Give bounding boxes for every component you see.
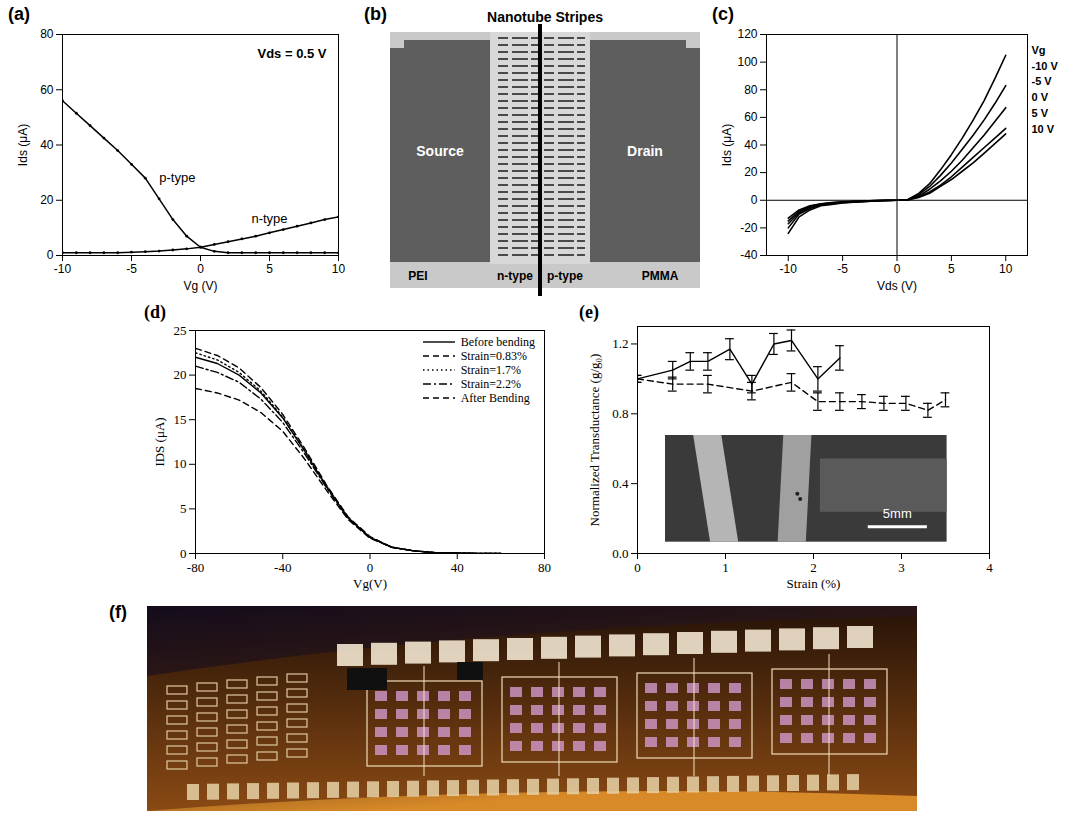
svg-text:0: 0	[634, 560, 641, 575]
svg-text:1: 1	[722, 560, 729, 575]
svg-text:0: 0	[180, 546, 187, 561]
svg-text:0: 0	[751, 193, 758, 207]
svg-text:Drain: Drain	[627, 143, 663, 159]
svg-text:0.4: 0.4	[612, 476, 629, 491]
svg-text:40: 40	[744, 138, 758, 152]
html-text:Strain=0.83%: Strain=0.83%	[460, 349, 528, 363]
svg-text:-20: -20	[740, 221, 758, 235]
svg-text:0 V: 0 V	[1032, 91, 1049, 103]
svg-text:-10: -10	[54, 262, 72, 276]
html-text:After Bending: After Bending	[460, 391, 530, 405]
svg-text:4: 4	[986, 560, 993, 575]
svg-text:-10 V: -10 V	[1032, 60, 1059, 72]
svg-text:5: 5	[180, 501, 187, 516]
svg-text:5: 5	[948, 262, 955, 276]
svg-text:-5: -5	[126, 262, 137, 276]
html-text:(b): (b)	[364, 4, 387, 24]
svg-text:IDS (μA): IDS (μA)	[152, 417, 167, 466]
svg-text:Ids (μA): Ids (μA)	[720, 124, 734, 166]
svg-text:PMMA: PMMA	[642, 269, 679, 283]
svg-text:Normalized Transductance (g/g₀: Normalized Transductance (g/g₀)	[587, 354, 602, 527]
svg-text:20: 20	[174, 367, 187, 382]
html-text:(d): (d)	[144, 302, 166, 322]
svg-text:5 V: 5 V	[1032, 107, 1049, 119]
svg-text:-10: -10	[780, 262, 798, 276]
svg-text:Source: Source	[416, 143, 464, 159]
svg-text:20: 20	[744, 165, 758, 179]
svg-text:40: 40	[40, 138, 54, 152]
svg-text:100: 100	[737, 55, 757, 69]
svg-text:0.0: 0.0	[612, 546, 628, 561]
svg-text:10 V: 10 V	[1032, 123, 1055, 135]
svg-text:n-type: n-type	[251, 211, 287, 226]
html-text:(e): (e)	[579, 302, 599, 322]
svg-text:Vg: Vg	[1032, 44, 1046, 56]
svg-text:Vg(V): Vg(V)	[353, 576, 387, 591]
svg-text:n-type: n-type	[497, 269, 533, 283]
svg-text:80: 80	[40, 27, 54, 41]
svg-text:5: 5	[266, 262, 273, 276]
svg-text:-80: -80	[187, 560, 204, 575]
svg-text:-5: -5	[837, 262, 848, 276]
html-text:Before bending: Before bending	[460, 335, 535, 349]
html-text:(f): (f)	[109, 602, 127, 622]
svg-text:p-type: p-type	[159, 170, 195, 185]
html-text:(c): (c)	[712, 4, 734, 24]
svg-text:20: 20	[40, 193, 54, 207]
html-text:Strain=1.7%: Strain=1.7%	[460, 363, 522, 377]
svg-text:60: 60	[744, 110, 758, 124]
svg-text:10: 10	[174, 456, 187, 471]
svg-text:80: 80	[744, 83, 758, 97]
svg-text:PEI: PEI	[408, 269, 427, 283]
svg-text:2: 2	[810, 560, 817, 575]
svg-text:1.2: 1.2	[612, 336, 628, 351]
svg-text:0: 0	[197, 262, 204, 276]
svg-text:10: 10	[999, 262, 1013, 276]
svg-text:-40: -40	[740, 248, 758, 262]
svg-text:-5 V: -5 V	[1032, 75, 1053, 87]
svg-text:3: 3	[898, 560, 905, 575]
svg-text:10: 10	[332, 262, 346, 276]
svg-text:60: 60	[40, 83, 54, 97]
svg-text:p-type: p-type	[547, 269, 583, 283]
svg-text:Vds = 0.5 V: Vds = 0.5 V	[257, 46, 326, 61]
svg-text:25: 25	[174, 323, 187, 338]
svg-text:0: 0	[894, 262, 901, 276]
svg-text:-40: -40	[274, 560, 291, 575]
svg-text:Vg (V): Vg (V)	[183, 279, 217, 293]
svg-text:80: 80	[538, 560, 551, 575]
svg-text:0: 0	[47, 248, 54, 262]
svg-text:120: 120	[737, 27, 757, 41]
svg-text:Strain (%): Strain (%)	[787, 576, 841, 591]
svg-text:5mm: 5mm	[883, 506, 912, 521]
svg-text:40: 40	[451, 560, 464, 575]
svg-text:Ids (μA): Ids (μA)	[16, 124, 30, 166]
svg-text:Vds (V): Vds (V)	[877, 279, 917, 293]
svg-text:0.8: 0.8	[612, 406, 628, 421]
html-text:(a): (a)	[8, 4, 30, 24]
html-text:Strain=2.2%: Strain=2.2%	[460, 377, 522, 391]
svg-text:0: 0	[367, 560, 374, 575]
svg-text:15: 15	[174, 412, 187, 427]
svg-text:Nanotube Stripes: Nanotube Stripes	[487, 9, 603, 25]
